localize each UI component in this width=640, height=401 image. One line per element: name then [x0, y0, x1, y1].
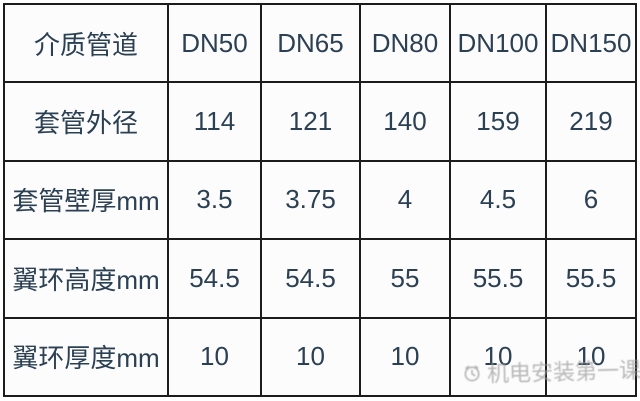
value-cell: 140: [359, 81, 451, 162]
value-cell: 55: [359, 238, 451, 319]
value-cell: 10: [545, 316, 637, 398]
pipe-spec-table: 介质管道 DN50 DN65 DN80 DN100 DN150 套管外径 114…: [3, 2, 637, 398]
value-cell: 54.5: [167, 238, 262, 319]
value-cell: 114: [167, 81, 262, 162]
value-cell: 3.5: [167, 159, 262, 241]
table-row-outer-diameter: 套管外径 114 121 140 159 219: [3, 81, 637, 162]
table-row-wing-ring-thickness: 翼环厚度mm 10 10 10 10 10: [3, 316, 637, 398]
header-cell-medium-pipe: 介质管道: [3, 2, 169, 84]
value-cell: 159: [449, 81, 547, 162]
header-cell-dn80: DN80: [359, 2, 451, 84]
value-cell: 54.5: [260, 238, 361, 319]
value-cell: 10: [260, 316, 361, 398]
value-cell: 6: [545, 159, 637, 241]
table-header-row: 介质管道 DN50 DN65 DN80 DN100 DN150: [3, 2, 637, 84]
value-cell: 10: [167, 316, 262, 398]
row-label-cell: 套管外径: [3, 81, 169, 162]
row-label-cell: 套管壁厚mm: [3, 159, 169, 241]
value-cell: 10: [359, 316, 451, 398]
value-cell: 3.75: [260, 159, 361, 241]
table-row-wing-ring-height: 翼环高度mm 54.5 54.5 55 55.5 55.5: [3, 238, 637, 319]
value-cell: 4.5: [449, 159, 547, 241]
header-cell-dn50: DN50: [167, 2, 262, 84]
value-cell: 55.5: [545, 238, 637, 319]
row-label-cell: 翼环厚度mm: [3, 316, 169, 398]
header-cell-dn100: DN100: [449, 2, 547, 84]
row-label-cell: 翼环高度mm: [3, 238, 169, 319]
value-cell: 121: [260, 81, 361, 162]
value-cell: 55.5: [449, 238, 547, 319]
header-cell-dn150: DN150: [545, 2, 637, 84]
value-cell: 10: [449, 316, 547, 398]
value-cell: 219: [545, 81, 637, 162]
value-cell: 4: [359, 159, 451, 241]
table-row-wall-thickness: 套管壁厚mm 3.5 3.75 4 4.5 6: [3, 159, 637, 241]
header-cell-dn65: DN65: [260, 2, 361, 84]
